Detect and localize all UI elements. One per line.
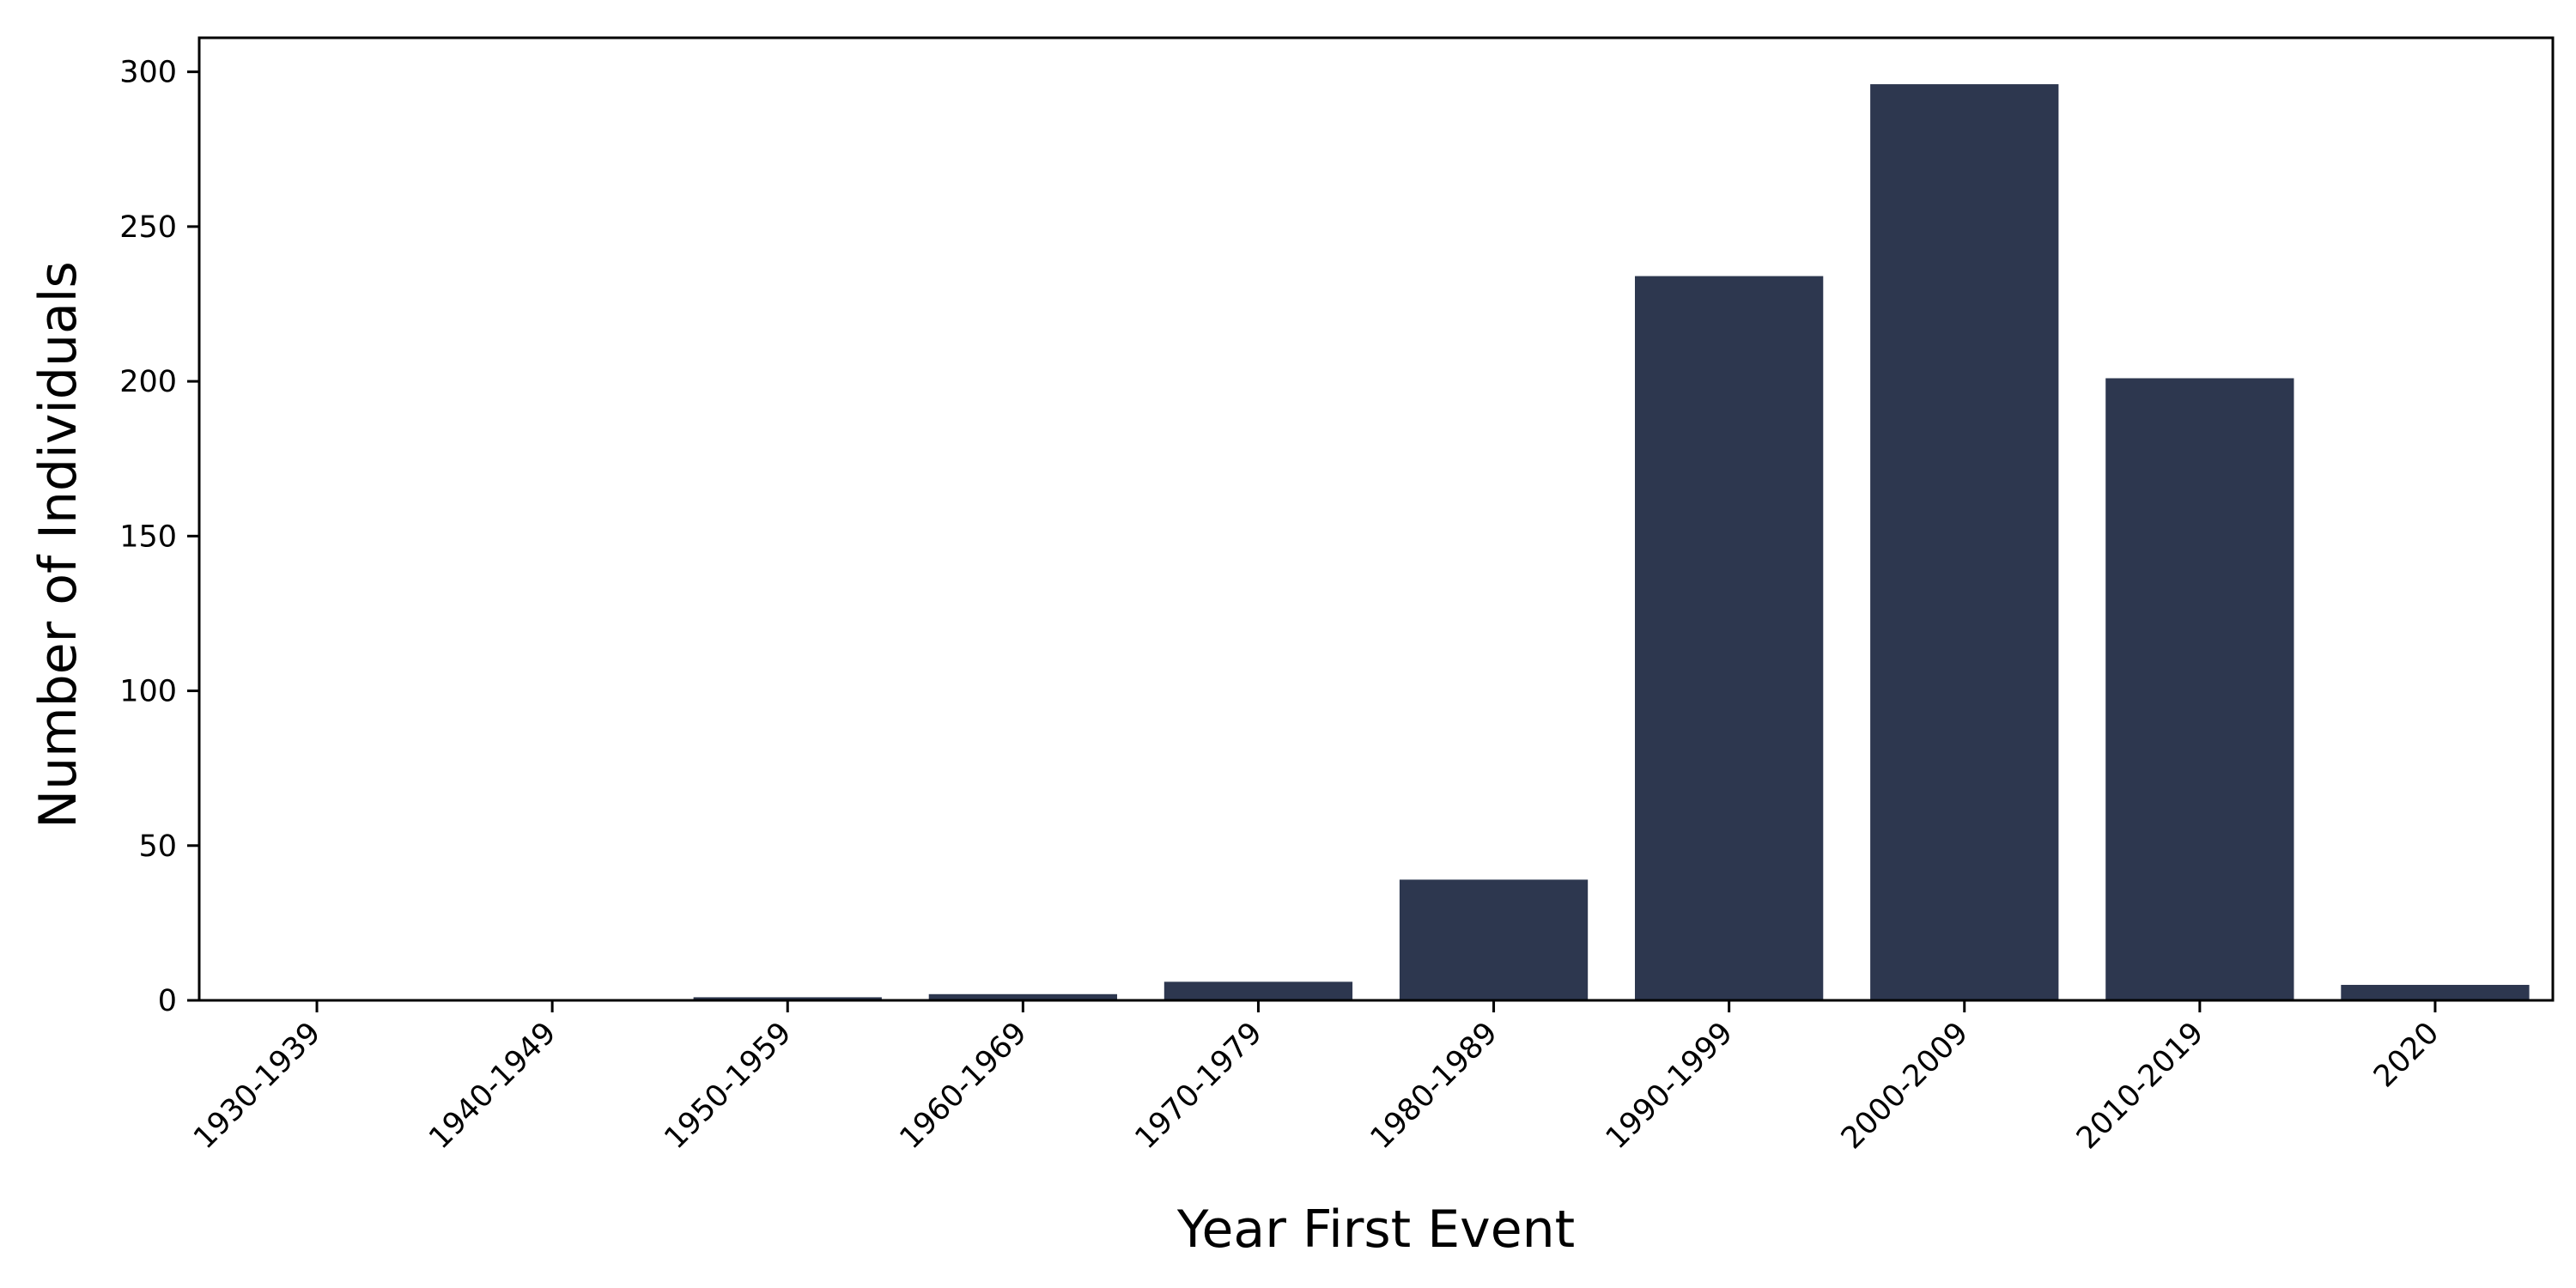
x-axis-ticks: 1930-1939 1940-1949 1950-1959 1960-1969 1970… — [187, 1000, 2445, 1156]
y-tick-label: 250 — [119, 210, 177, 245]
x-tick-label: 1940-1949 — [422, 1016, 562, 1156]
y-tick-label: 150 — [119, 519, 177, 554]
x-tick-label: 1980-1989 — [1364, 1016, 1504, 1156]
x-tick-label: 1950-1959 — [658, 1016, 798, 1156]
x-tick-label: 2000-2009 — [1835, 1016, 1975, 1156]
x-tick-label: 1960-1969 — [894, 1016, 1034, 1156]
y-axis-ticks: 0 50 100 150 200 250 300 — [119, 56, 199, 1018]
bar-2020 — [2341, 984, 2530, 1000]
bar-1980-1989 — [1399, 879, 1589, 1000]
bar-2000-2009 — [1870, 84, 2059, 1001]
y-tick-label: 100 — [119, 675, 177, 709]
x-axis-title: Year First Event — [1176, 1200, 1575, 1260]
x-tick-label: 2010-2019 — [2070, 1016, 2210, 1156]
bar-1950-1959 — [693, 997, 882, 1000]
y-tick-label: 50 — [138, 829, 177, 864]
x-tick-label: 1930-1939 — [187, 1016, 327, 1156]
y-tick-label: 300 — [119, 56, 177, 90]
y-axis-title: Number of Individuals — [28, 261, 88, 828]
y-tick-label: 0 — [158, 984, 177, 1018]
bar-1970-1979 — [1163, 981, 1353, 1000]
x-tick-label: 2020 — [2367, 1016, 2445, 1094]
bars-layer — [693, 84, 2530, 1001]
plot-frame — [197, 36, 2555, 1002]
bar-1960-1969 — [928, 993, 1117, 1000]
x-tick-label: 1970-1979 — [1129, 1016, 1269, 1156]
x-tick-label: 1990-1999 — [1600, 1016, 1740, 1156]
y-tick-label: 200 — [119, 365, 177, 399]
bar-1990-1999 — [1635, 276, 1824, 1000]
bar-2010-2019 — [2105, 378, 2294, 1000]
